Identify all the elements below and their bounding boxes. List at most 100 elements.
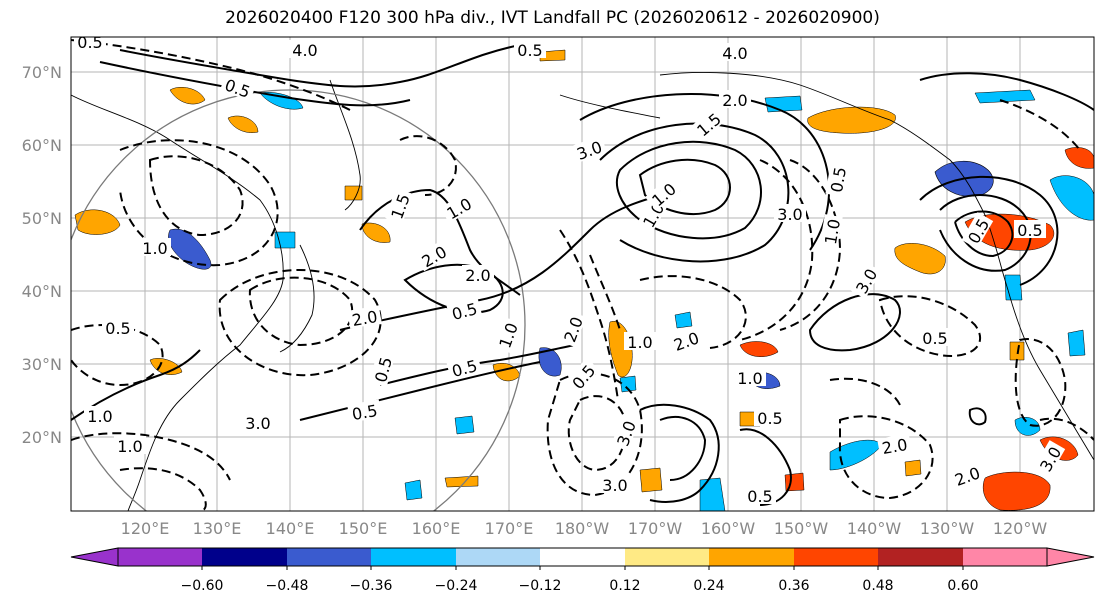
contour-label: 3.0 bbox=[245, 414, 270, 433]
contour-label-group: 0.5 bbox=[1014, 220, 1046, 240]
contour-label-bg bbox=[415, 239, 452, 272]
contour-label-group: 4.0 bbox=[289, 40, 321, 60]
colorbar-swatch bbox=[709, 548, 794, 566]
shading-blob bbox=[639, 467, 663, 493]
contour-line bbox=[559, 229, 619, 401]
contour-line bbox=[639, 403, 720, 503]
longitude-label: 130°E bbox=[193, 519, 242, 538]
contour-label-group: 0.5 bbox=[446, 354, 483, 381]
contour-label-bg bbox=[825, 162, 849, 197]
contour-line bbox=[659, 415, 707, 481]
contour-label-group: 3.0 bbox=[774, 204, 806, 224]
contour-label-bg bbox=[1033, 440, 1066, 477]
contour-line bbox=[919, 72, 1094, 111]
contour-label-group: 1.0 bbox=[139, 238, 171, 258]
contour-label: 0.5 bbox=[450, 299, 480, 324]
shading-blob bbox=[454, 415, 475, 435]
contour-label-group: 1.0 bbox=[819, 214, 844, 249]
contour-line bbox=[119, 44, 521, 88]
contour-label-bg bbox=[667, 326, 705, 355]
contour-line bbox=[808, 293, 901, 352]
contour-line bbox=[779, 159, 842, 331]
contour-label: 2.0 bbox=[465, 266, 490, 285]
contour-label-group: 2.0 bbox=[347, 305, 382, 330]
contour-line bbox=[248, 276, 353, 347]
shading-blob bbox=[344, 185, 363, 201]
colorbar-tick-label: 0.12 bbox=[609, 578, 640, 594]
contour-line bbox=[1039, 417, 1094, 441]
contour-label-group: 1.0 bbox=[84, 406, 116, 426]
longitude-label: 150°W bbox=[774, 519, 829, 538]
colorbar-tick-label: 0.48 bbox=[862, 578, 893, 594]
contour-label: 0.5 bbox=[371, 355, 396, 385]
latitude-label: 60°N bbox=[22, 136, 62, 155]
contour-line bbox=[339, 189, 681, 331]
contour-label-bg bbox=[744, 486, 776, 504]
contour-line bbox=[299, 361, 541, 421]
shading-blob bbox=[169, 87, 206, 105]
colorbar: −0.60 −0.48 −0.36 −0.24 −0.12 0.12 0.24 0.36 0.4… bbox=[70, 547, 1095, 594]
divergence-shading bbox=[74, 49, 1094, 511]
contour-line bbox=[639, 275, 747, 349]
colorbar-swatch bbox=[371, 548, 456, 566]
contour-label-bg bbox=[558, 310, 587, 348]
shading-blob bbox=[739, 341, 779, 357]
contour-label-bg bbox=[347, 305, 382, 329]
contour-label: 0.5 bbox=[922, 329, 947, 348]
shading-blob bbox=[904, 459, 922, 477]
contour-label-bg bbox=[84, 406, 116, 424]
contour-line bbox=[838, 415, 934, 500]
contour-label-bg bbox=[719, 90, 751, 108]
longitude-label: 160°E bbox=[412, 519, 461, 538]
colorbar-tick-label: −0.48 bbox=[266, 578, 309, 594]
contour-label: 1.0 bbox=[117, 437, 142, 456]
contour-line bbox=[579, 93, 831, 251]
graticule bbox=[71, 37, 1094, 511]
contour-label-group: 2.0 bbox=[667, 326, 705, 355]
japan-coast bbox=[279, 244, 315, 353]
shading-blob bbox=[1067, 329, 1086, 357]
contour-line bbox=[379, 344, 576, 386]
contour-line bbox=[546, 372, 643, 497]
contour-label-group: 0.5 bbox=[961, 212, 993, 249]
shading-blob bbox=[1049, 175, 1094, 221]
contour-line bbox=[638, 158, 731, 215]
contour-label: 0.5 bbox=[747, 487, 772, 506]
contour-label-bg bbox=[565, 358, 600, 395]
contour-label: 3.0 bbox=[777, 205, 802, 224]
contours-solid bbox=[71, 44, 1094, 506]
shading-blob bbox=[807, 106, 896, 134]
contour-label-bg bbox=[754, 408, 786, 426]
longitude-labels: 120°E 130°E 140°E 150°E 160°E 170°E 180°W 170°W… bbox=[121, 519, 1048, 538]
latitude-label: 20°N bbox=[22, 428, 62, 447]
contour-label: 0.5 bbox=[351, 401, 379, 424]
colorbar-outline bbox=[117, 547, 1048, 567]
contour-label-bg bbox=[948, 461, 986, 490]
contour-label: 1.0 bbox=[142, 239, 167, 258]
contour-label-group: 0.5 bbox=[74, 37, 106, 52]
contour-line bbox=[739, 159, 814, 341]
latitude-label: 50°N bbox=[22, 209, 62, 228]
contour-line bbox=[399, 135, 457, 196]
colorbar-swatch bbox=[794, 548, 878, 566]
contour-label-bg bbox=[734, 368, 766, 386]
contour-label-bg bbox=[774, 204, 806, 222]
colorbar-tick-label: 0.60 bbox=[947, 578, 978, 594]
contour-line bbox=[71, 39, 351, 111]
contour-label-bg bbox=[493, 316, 522, 354]
shading-blob bbox=[1064, 147, 1094, 169]
longitude-label: 140°E bbox=[266, 519, 315, 538]
longitude-label: 120°E bbox=[121, 519, 170, 538]
longitude-label: 160°W bbox=[701, 519, 756, 538]
colorbar-tick-label: 0.24 bbox=[693, 578, 724, 594]
shading-blob bbox=[674, 311, 693, 329]
shading-blob bbox=[404, 479, 423, 501]
contour-label-bg bbox=[719, 43, 751, 61]
contour-label-group: 2.0 bbox=[719, 90, 751, 110]
contour-label-group: 3.0 bbox=[242, 413, 274, 433]
contour-label-bg bbox=[819, 214, 843, 249]
contour-label-bg bbox=[570, 135, 608, 164]
contour-label-bg bbox=[919, 328, 951, 346]
contour-label-bg bbox=[1014, 220, 1046, 238]
